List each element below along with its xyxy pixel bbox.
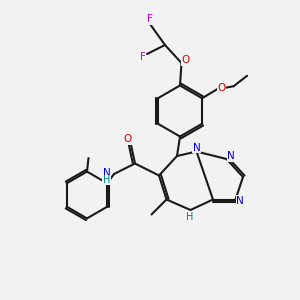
Text: N: N	[227, 151, 235, 161]
Text: O: O	[218, 83, 226, 93]
Text: N: N	[103, 167, 110, 178]
Text: O: O	[182, 55, 190, 65]
Text: F: F	[147, 14, 153, 25]
Text: O: O	[123, 134, 132, 145]
Text: N: N	[193, 143, 200, 153]
Text: F: F	[140, 52, 146, 62]
Text: H: H	[186, 212, 194, 222]
Text: N: N	[236, 196, 244, 206]
Text: H: H	[103, 175, 110, 185]
